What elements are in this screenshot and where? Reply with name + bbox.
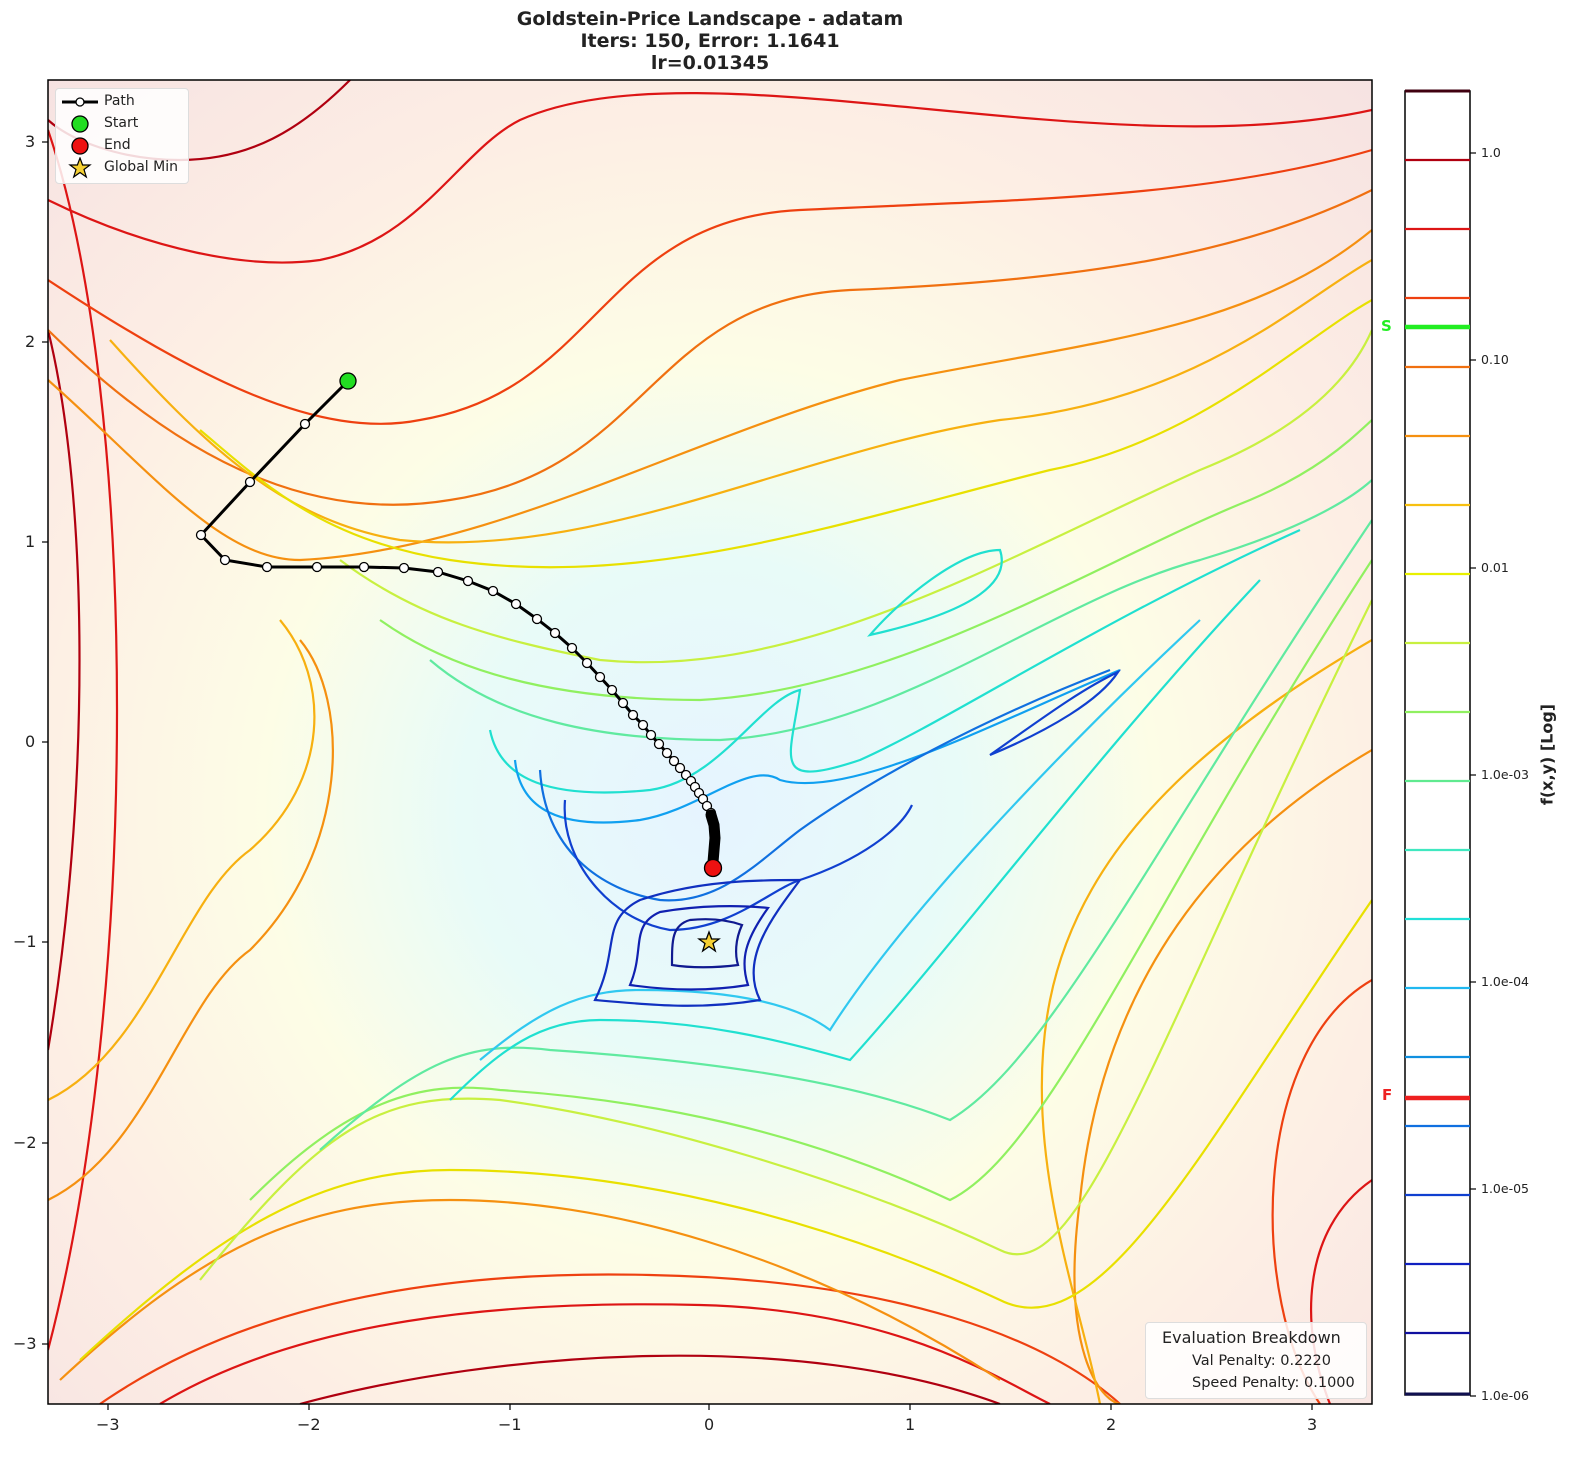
x-tick-label: 2	[1106, 1415, 1117, 1434]
x-tick-label: −3	[96, 1415, 120, 1434]
speed-penalty: Speed Penalty: 0.1000	[1192, 1375, 1355, 1391]
legend-label-start: Start	[104, 115, 139, 131]
colorbar-label: f(x,y) [Log]	[1537, 703, 1557, 806]
y-tick-label: 2	[25, 332, 36, 351]
x-tick-label: −2	[297, 1415, 321, 1434]
legend-item-path: Path	[56, 91, 188, 113]
colorbar-tick-label: 0.01	[1481, 560, 1509, 575]
legend-label-global-min: Global Min	[104, 159, 178, 175]
legend-label-path: Path	[104, 93, 135, 109]
global-min-star-icon	[697, 930, 721, 953]
star-icon	[68, 157, 92, 179]
path-line-icon	[62, 97, 98, 107]
y-tick-label: −1	[13, 932, 37, 951]
final-level-marker: F	[1382, 1086, 1393, 1104]
x-tick-label: 0	[704, 1415, 715, 1434]
evaluation-heading: Evaluation Breakdown	[1162, 1328, 1341, 1347]
end-marker	[703, 858, 723, 878]
colorbar-tick-label: 1.0e-05	[1481, 1181, 1529, 1196]
start-circle-icon	[71, 115, 89, 133]
y-tick-label: −3	[13, 1334, 37, 1353]
legend-label-end: End	[104, 137, 131, 153]
colorbar-tick-label: 1.0e-03	[1481, 767, 1529, 782]
chart-title: Goldstein-Price Landscape - adatam Iters…	[0, 8, 1420, 74]
colorbar-tick-label: 0.10	[1481, 352, 1509, 367]
x-tick-label: 1	[905, 1415, 916, 1434]
y-tick-label: −2	[13, 1133, 37, 1152]
start-level-marker: S	[1381, 317, 1392, 335]
colorbar-tick-label: 1.0e-06	[1481, 1388, 1529, 1403]
legend: Path Start End Global Min	[55, 88, 189, 184]
legend-item-global-min: Global Min	[56, 157, 188, 179]
plot-area	[48, 80, 1372, 1404]
y-tick-label: 0	[25, 732, 36, 751]
contour-lines	[48, 80, 1372, 1404]
evaluation-breakdown-box: Evaluation Breakdown Val Penalty: 0.2220…	[1145, 1322, 1367, 1399]
optimizer-path	[195, 379, 721, 869]
start-marker	[339, 372, 357, 390]
x-tick-label: 3	[1307, 1415, 1318, 1434]
x-tick-label: −1	[498, 1415, 522, 1434]
legend-item-end: End	[56, 135, 188, 157]
colorbar	[1404, 89, 1476, 1397]
val-penalty: Val Penalty: 0.2220	[1192, 1353, 1332, 1369]
title-line-1: Goldstein-Price Landscape - adatam	[516, 8, 904, 30]
title-line-2: Iters: 150, Error: 1.1641	[580, 30, 840, 52]
y-tick-label: 1	[25, 532, 36, 551]
y-tick-label: 3	[25, 132, 36, 151]
axis-ticks	[42, 141, 1313, 1410]
title-line-3: lr=0.01345	[650, 52, 770, 74]
legend-item-start: Start	[56, 113, 188, 135]
colorbar-tick-label: 1.0e-04	[1481, 974, 1529, 989]
end-circle-icon	[71, 137, 89, 155]
colorbar-tick-label: 1.0	[1481, 145, 1501, 160]
